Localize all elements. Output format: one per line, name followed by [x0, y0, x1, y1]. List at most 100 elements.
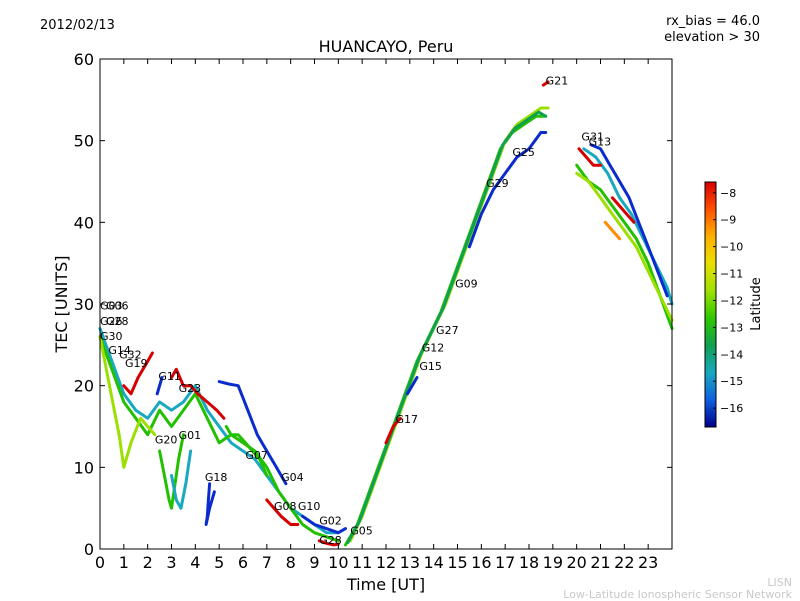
elevation-label: elevation > 30	[664, 30, 760, 45]
satellite-label: G30	[100, 330, 123, 343]
x-tick-label: 16	[471, 553, 491, 572]
satellite-label: G07	[245, 449, 268, 462]
y-tick-label: 0	[84, 540, 94, 559]
series-g20-noise	[158, 433, 185, 510]
satellite-label: G18	[205, 471, 228, 484]
satellite-label: G28	[106, 315, 129, 328]
x-tick-label: 10	[328, 553, 348, 572]
colorbar-title: Latitude	[749, 277, 764, 331]
satellite-label: G05	[350, 524, 373, 537]
satellite-label: G23	[179, 382, 202, 395]
satellite-label: G13	[589, 136, 612, 149]
series-g07-green	[224, 425, 269, 477]
x-tick-label: 14	[423, 553, 443, 572]
satellite-label: G27	[436, 324, 459, 337]
satellite-label: G01	[179, 429, 202, 442]
x-tick-label: 4	[190, 553, 200, 572]
satellite-labels: G03G06G26G28G30G14G32G19G11G23G01G20G18G…	[100, 74, 611, 547]
x-tick-label: 2	[143, 553, 153, 572]
satellite-label: G12	[422, 341, 445, 354]
x-tick-label: 18	[519, 553, 539, 572]
satellite-label: G06	[106, 300, 129, 313]
x-tick-label: 19	[543, 553, 563, 572]
y-tick-label: 40	[74, 213, 94, 232]
satellite-label: G10	[298, 500, 321, 513]
series-g17-red	[384, 416, 402, 445]
series-g01-cyan	[170, 449, 193, 510]
y-tick-label: 10	[74, 458, 94, 477]
series-eve-orange	[603, 220, 622, 241]
satellite-label: G26	[100, 315, 123, 328]
x-tick-label: 5	[214, 553, 224, 572]
x-tick-label: 0	[95, 553, 105, 572]
series-eve-red2	[610, 196, 636, 224]
x-tick-label: 17	[495, 553, 515, 572]
date-label: 2012/02/13	[40, 18, 115, 33]
footer-network: Low-Latitude Ionospheric Sensor Network	[563, 588, 792, 601]
satellite-label: G09	[455, 278, 478, 291]
series-g28-red	[317, 539, 340, 547]
colorbar-tick-label: −10	[720, 241, 743, 254]
satellite-label: G11	[158, 370, 181, 383]
colorbar-tick-label: −13	[720, 321, 743, 334]
satellite-label: G19	[125, 357, 148, 370]
x-tick-label: 13	[400, 553, 420, 572]
x-tick-label: 21	[590, 553, 610, 572]
satellite-label: G14	[108, 344, 131, 357]
x-tick-label: 3	[166, 553, 176, 572]
series-eve-cyan	[582, 147, 674, 306]
satellite-label: G20	[155, 434, 178, 447]
y-axis-label: TEC [UNITS]	[52, 256, 71, 354]
y-tick-label: 30	[74, 295, 94, 314]
footer-lisn: LISN	[767, 576, 792, 589]
colorbar-tick-label: −11	[720, 268, 743, 281]
colorbar-tick-label: −8	[720, 187, 736, 200]
x-tick-label: 6	[238, 553, 248, 572]
x-tick-label: 22	[614, 553, 634, 572]
x-tick-label: 1	[119, 553, 129, 572]
x-tick-label: 11	[352, 553, 372, 572]
series-eve-blue	[589, 143, 669, 298]
x-tick-label: 12	[376, 553, 396, 572]
colorbar-tick-label: −14	[720, 348, 743, 361]
satellite-label: G08	[274, 500, 297, 513]
series-eve-yellow	[575, 171, 674, 322]
satellite-label: G25	[512, 146, 535, 159]
x-tick-label: 9	[309, 553, 319, 572]
x-tick-label: 23	[638, 553, 658, 572]
series-g25-blue	[467, 131, 548, 249]
y-tick-label: 50	[74, 132, 94, 151]
series-morning-cyan	[98, 327, 340, 535]
axes: 0 1 2 3 4 5 6 7 8 9 10 11 12 13 14 15 16 17 18 19 20 21 22 2301…	[74, 50, 673, 572]
series-g21-red	[541, 80, 550, 87]
y-tick-label: 20	[74, 377, 94, 396]
satellite-label: G17	[396, 413, 419, 426]
colorbar-tick-label: −16	[720, 402, 743, 415]
satellite-label: G02	[319, 515, 342, 528]
series-noon-blue	[301, 514, 347, 535]
x-tick-label: 7	[262, 553, 272, 572]
rx-bias-label: rx_bias = 46.0	[666, 14, 760, 29]
x-tick-label: 8	[286, 553, 296, 572]
satellite-label: G32	[119, 349, 142, 362]
satellite-label: G28	[319, 534, 342, 547]
satellite-label: G21	[546, 74, 569, 87]
x-axis-label: Time [UT]	[346, 575, 425, 594]
y-tick-label: 60	[74, 50, 94, 69]
series-g08-red	[265, 498, 300, 526]
satellite-label: G29	[486, 177, 509, 190]
x-tick-label: 20	[566, 553, 586, 572]
series-g11-blue	[155, 376, 164, 396]
series-g18-blue	[204, 482, 216, 526]
series-rise-darkgreen	[346, 110, 548, 544]
series-early-red	[122, 351, 154, 396]
series-morning-yellow	[98, 335, 157, 469]
series-g23-red	[170, 367, 226, 420]
satellite-label: G04	[281, 471, 304, 484]
satellite-label: G03	[100, 300, 123, 313]
chart-title: HUANCAYO, Peru	[319, 37, 454, 56]
colorbar: −8 −9 −10 −11 −12 −13 −14 −15 −16	[704, 181, 743, 428]
colorbar-gradient	[704, 181, 717, 428]
colorbar-tick-label: −9	[720, 214, 736, 227]
